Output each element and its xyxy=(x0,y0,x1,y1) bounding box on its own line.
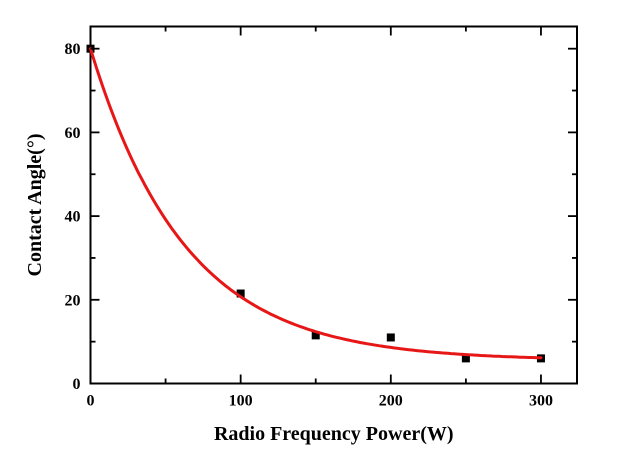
x-axis-title: Radio Frequency Power(W) xyxy=(214,423,454,445)
x-tick-label: 200 xyxy=(379,393,403,410)
y-tick-label: 0 xyxy=(73,376,81,393)
x-tick-label: 100 xyxy=(229,393,253,410)
ticks-layer xyxy=(89,26,577,385)
series-layer xyxy=(86,44,545,363)
y-tick-label: 60 xyxy=(65,125,81,142)
x-tick-label: 300 xyxy=(529,393,553,410)
y-tick-label: 20 xyxy=(65,292,81,309)
fit-curve xyxy=(89,47,543,360)
plot-frame xyxy=(89,25,578,385)
tick-labels-layer: 0 100 200 300 0 20 40 60 80 xyxy=(65,41,553,409)
data-point xyxy=(236,289,245,298)
y-tick-label: 80 xyxy=(65,41,81,58)
x-tick-label: 0 xyxy=(87,393,95,410)
y-tick-label: 40 xyxy=(65,209,81,226)
y-axis-title: Contact Angle(°) xyxy=(24,134,46,277)
data-point xyxy=(386,333,395,342)
data-point xyxy=(461,354,470,363)
data-point xyxy=(311,331,320,340)
